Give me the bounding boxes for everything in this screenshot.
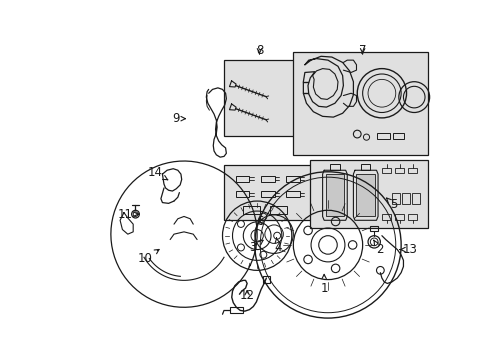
- Text: 6: 6: [255, 215, 263, 228]
- Bar: [329, 164, 339, 170]
- Bar: [285, 176, 299, 182]
- Bar: [270, 206, 286, 214]
- Bar: [360, 164, 369, 170]
- Bar: [230, 307, 242, 314]
- Text: 10: 10: [137, 249, 159, 265]
- Text: 9: 9: [171, 112, 185, 125]
- Bar: [391, 193, 399, 204]
- Bar: [356, 174, 374, 216]
- Bar: [235, 191, 249, 197]
- Bar: [381, 214, 390, 220]
- Bar: [369, 226, 377, 231]
- Bar: [262, 276, 270, 283]
- Bar: [285, 191, 299, 197]
- Text: 14: 14: [147, 166, 167, 180]
- Bar: [310, 160, 427, 228]
- Bar: [411, 193, 419, 204]
- Text: 3: 3: [249, 240, 263, 254]
- Bar: [224, 60, 297, 136]
- Bar: [401, 193, 409, 204]
- Bar: [407, 168, 416, 173]
- Bar: [224, 165, 312, 220]
- Bar: [394, 168, 404, 173]
- Text: 5: 5: [386, 198, 396, 211]
- Bar: [261, 191, 274, 197]
- Bar: [407, 214, 416, 220]
- Bar: [376, 132, 389, 139]
- Bar: [235, 176, 249, 182]
- Bar: [394, 214, 404, 220]
- Bar: [393, 132, 404, 139]
- Text: 13: 13: [399, 243, 417, 256]
- Text: 8: 8: [255, 44, 263, 57]
- Text: 4: 4: [274, 238, 281, 254]
- Bar: [243, 206, 260, 214]
- Bar: [381, 168, 390, 173]
- Bar: [261, 176, 274, 182]
- Bar: [293, 53, 427, 155]
- Text: 7: 7: [358, 44, 366, 57]
- Text: 2: 2: [373, 240, 383, 256]
- Bar: [325, 174, 344, 216]
- Text: 1: 1: [320, 274, 327, 294]
- Text: 12: 12: [239, 289, 254, 302]
- Text: 11: 11: [118, 208, 139, 221]
